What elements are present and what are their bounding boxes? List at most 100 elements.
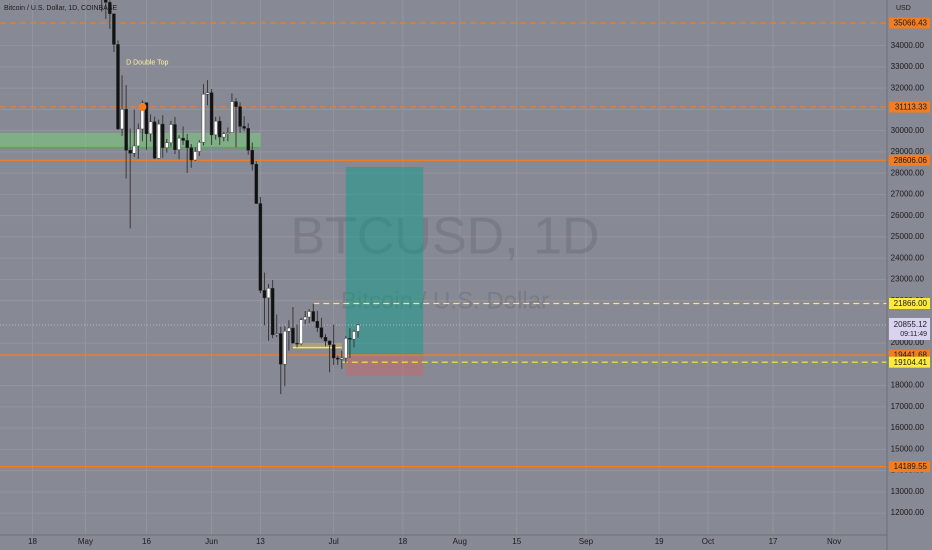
position-target (345, 167, 424, 356)
y-tick-label: 13000.00 (891, 487, 925, 496)
price-label-box (889, 101, 930, 113)
annotation: D Double Top (126, 60, 168, 67)
candle-body (299, 319, 303, 344)
candle-body (116, 44, 120, 130)
countdown: 09:11:49 (900, 331, 927, 338)
candle-body (340, 357, 344, 360)
y-tick-label: 25000.00 (891, 232, 925, 241)
candle-body (250, 150, 254, 165)
watermark-subtitle: Bitcoin / U.S. Dollar (341, 287, 549, 314)
candle-body (205, 92, 210, 95)
currency-label: USD (896, 5, 911, 12)
candle-body (209, 92, 214, 136)
candle-body (336, 357, 340, 360)
x-tick-label: 17 (769, 537, 778, 546)
x-tick-label: Nov (827, 537, 841, 546)
y-tick-label: 33000.00 (891, 62, 925, 71)
price-label-box (889, 154, 930, 166)
last-price-box (889, 317, 930, 340)
y-tick-label: 32000.00 (891, 83, 925, 92)
candle-body (331, 344, 336, 359)
watermark: BTCUSD, 1D (290, 208, 599, 266)
candle-body (222, 133, 226, 138)
price-label: 21866.00 (894, 299, 928, 308)
candle-body (120, 109, 124, 130)
candle-body (152, 121, 157, 159)
candle-body (136, 128, 141, 147)
candle-body (291, 327, 295, 344)
candle-body (193, 151, 198, 161)
y-tick-label: 27000.00 (891, 190, 925, 199)
price-label: 19441.68 (894, 351, 928, 360)
candle-body (226, 132, 230, 134)
x-tick-label: 19 (655, 537, 664, 546)
x-tick-label: 18 (398, 537, 407, 546)
x-tick-label: Jul (329, 537, 339, 546)
candle-body (307, 311, 311, 318)
x-tick-label: 16 (142, 537, 151, 546)
candle-body (287, 327, 291, 332)
candle-body (242, 126, 246, 129)
candle-body (185, 140, 189, 148)
x-tick-label: 15 (512, 537, 521, 546)
y-tick-label: 12000.00 (891, 508, 925, 517)
candle-body (213, 120, 218, 136)
price-label-box (889, 297, 930, 309)
y-tick-label: 20000.00 (891, 338, 925, 347)
price-label: 35066.43 (894, 19, 928, 28)
price-label-box (889, 349, 930, 361)
y-tick-label: 34000.00 (891, 41, 925, 50)
candle-body (112, 13, 116, 45)
y-tick-label: 16000.00 (891, 423, 925, 432)
candle-body (108, 2, 112, 15)
x-tick-label: May (78, 537, 93, 546)
candle-body (283, 331, 287, 365)
candle-body (161, 123, 165, 148)
marker (138, 103, 147, 112)
price-label: 31113.33 (895, 103, 928, 112)
candle-body (238, 106, 242, 127)
candle-body (144, 102, 149, 135)
price-label: 14189.55 (894, 462, 928, 471)
candle-body (344, 338, 348, 359)
candle-body (348, 338, 352, 340)
y-tick-label: 17000.00 (891, 402, 925, 411)
candle-body (189, 147, 193, 161)
candle-body (218, 120, 222, 138)
candle-body (169, 124, 173, 143)
candle-body (266, 288, 271, 299)
x-tick-label: Jun (205, 537, 218, 546)
candle-body (279, 333, 283, 365)
candle-body (270, 288, 275, 336)
candle-body (140, 102, 145, 130)
candle-body (319, 327, 324, 338)
candle-body (327, 340, 332, 345)
candle-body (173, 124, 177, 150)
candle-body (197, 142, 202, 152)
y-tick-label: 18000.00 (891, 381, 925, 390)
candle-body (315, 321, 320, 328)
candle-body (303, 316, 307, 320)
x-tick-label: 13 (256, 537, 265, 546)
y-tick-label: 24000.00 (891, 253, 925, 262)
position-stop (345, 355, 424, 376)
y-tick-label: 29000.00 (891, 147, 925, 156)
candle-body (124, 109, 128, 151)
price-label-box (889, 461, 930, 473)
price-label-box (889, 356, 930, 368)
candle-body (323, 336, 328, 342)
candle-body (165, 142, 169, 148)
candle-body (177, 137, 181, 150)
candle-body (246, 128, 250, 151)
zone (292, 343, 342, 348)
candle-body (132, 145, 136, 154)
candle-body (104, 0, 108, 3)
x-tick-label: Aug (453, 537, 467, 546)
candle-body (258, 203, 263, 291)
candle-body (254, 164, 259, 204)
y-tick-label: 26000.00 (891, 211, 925, 220)
candle-body (230, 101, 234, 133)
candle-body (356, 324, 360, 332)
y-tick-label: 30000.00 (891, 126, 925, 135)
